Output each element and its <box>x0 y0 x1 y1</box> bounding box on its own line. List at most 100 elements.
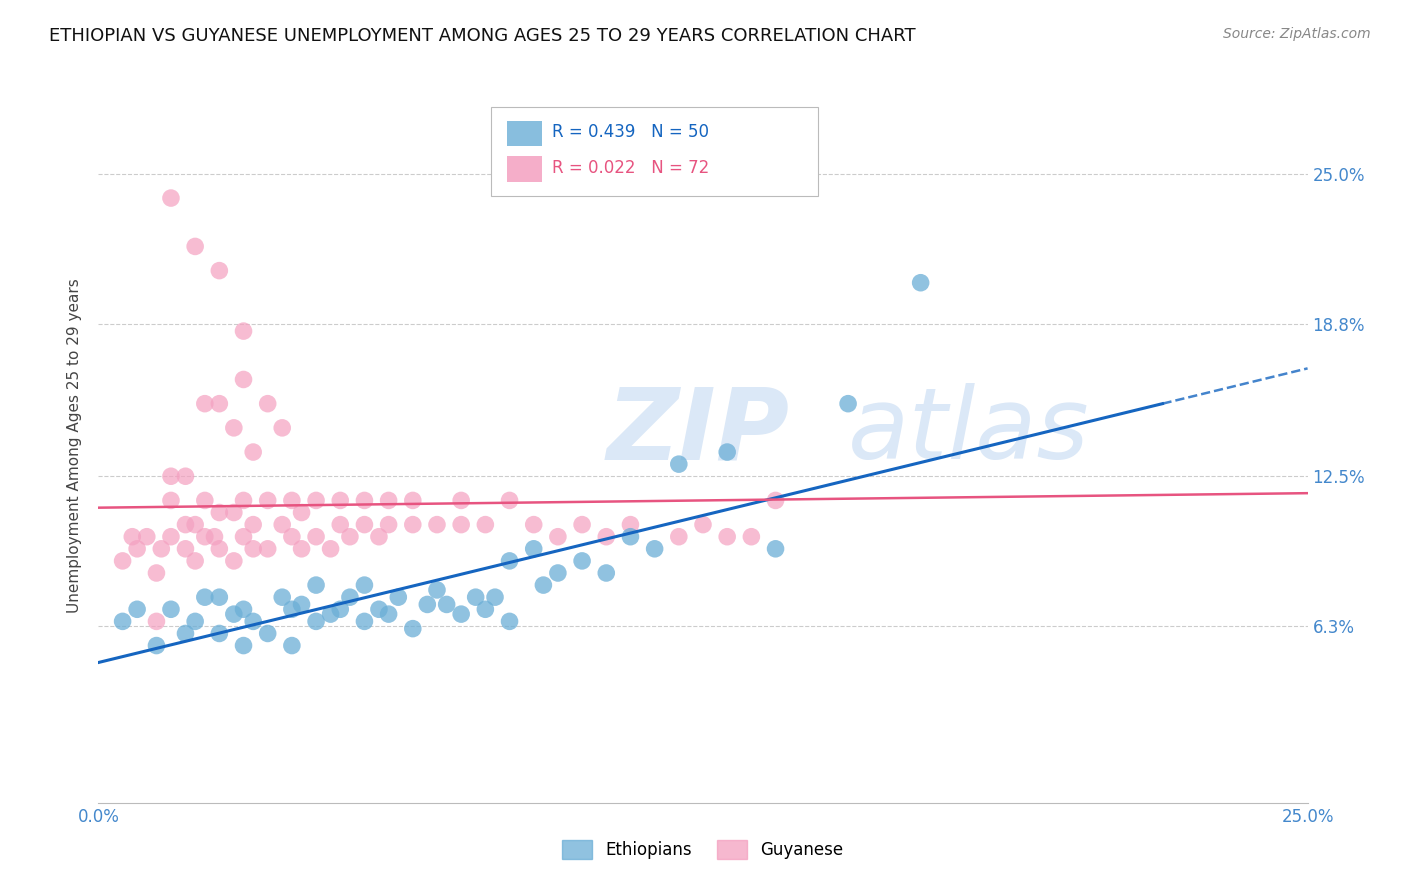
Point <box>716 445 738 459</box>
Point <box>242 445 264 459</box>
FancyBboxPatch shape <box>508 156 543 182</box>
Point <box>145 566 167 580</box>
Point <box>716 530 738 544</box>
Point <box>498 554 520 568</box>
Point <box>329 517 352 532</box>
Point <box>242 615 264 629</box>
Point <box>498 493 520 508</box>
Point <box>426 517 449 532</box>
Point <box>174 626 197 640</box>
Point <box>668 457 690 471</box>
Point <box>184 517 207 532</box>
Text: R = 0.022   N = 72: R = 0.022 N = 72 <box>553 159 709 177</box>
Point <box>160 469 183 483</box>
Point <box>547 566 569 580</box>
Point <box>232 372 254 386</box>
Point <box>484 590 506 604</box>
Point <box>290 506 312 520</box>
Point <box>387 590 409 604</box>
Text: atlas: atlas <box>848 384 1090 480</box>
Point <box>740 530 762 544</box>
Point <box>232 493 254 508</box>
Point <box>319 541 342 556</box>
Point <box>910 276 932 290</box>
Point <box>416 598 439 612</box>
Point <box>571 517 593 532</box>
Point <box>160 602 183 616</box>
Point <box>222 607 245 621</box>
Point <box>319 607 342 621</box>
Point <box>127 541 149 556</box>
Point <box>256 397 278 411</box>
Point <box>281 493 304 508</box>
Point <box>208 397 231 411</box>
Point <box>474 517 496 532</box>
Point <box>644 541 666 556</box>
Point <box>232 602 254 616</box>
Point <box>184 239 207 253</box>
Point <box>474 602 496 616</box>
Point <box>837 397 859 411</box>
Point <box>464 590 486 604</box>
Point <box>232 530 254 544</box>
Text: Source: ZipAtlas.com: Source: ZipAtlas.com <box>1223 27 1371 41</box>
Point <box>111 554 134 568</box>
Legend: Ethiopians, Guyanese: Ethiopians, Guyanese <box>555 834 851 866</box>
Point <box>450 493 472 508</box>
Point <box>184 554 207 568</box>
Point <box>339 530 361 544</box>
Point <box>353 493 375 508</box>
Point <box>271 517 294 532</box>
FancyBboxPatch shape <box>508 120 543 146</box>
Point <box>222 421 245 435</box>
Point <box>402 622 425 636</box>
Point <box>450 607 472 621</box>
Point <box>150 541 173 556</box>
Point <box>329 493 352 508</box>
Point <box>204 530 226 544</box>
Point <box>194 590 217 604</box>
Point <box>232 639 254 653</box>
Point <box>523 541 546 556</box>
Point <box>281 530 304 544</box>
Point <box>194 530 217 544</box>
Point <box>377 517 399 532</box>
Point <box>450 517 472 532</box>
Point <box>281 602 304 616</box>
Point <box>174 517 197 532</box>
Point <box>208 626 231 640</box>
Point <box>353 517 375 532</box>
Point <box>765 541 787 556</box>
Point <box>368 530 391 544</box>
Point <box>222 554 245 568</box>
Point <box>184 615 207 629</box>
Point <box>232 324 254 338</box>
Point <box>668 530 690 544</box>
Text: ZIP: ZIP <box>606 384 789 480</box>
Point <box>208 590 231 604</box>
Point <box>256 541 278 556</box>
Point <box>523 517 546 532</box>
Point <box>242 517 264 532</box>
Point <box>208 541 231 556</box>
Point <box>353 578 375 592</box>
Point <box>256 626 278 640</box>
Point <box>160 191 183 205</box>
Point <box>547 530 569 544</box>
Point <box>692 517 714 532</box>
Point <box>281 639 304 653</box>
Point <box>353 615 375 629</box>
Point <box>271 590 294 604</box>
Point <box>571 554 593 568</box>
Point <box>339 590 361 604</box>
Point <box>531 578 554 592</box>
Point <box>498 615 520 629</box>
Point <box>208 506 231 520</box>
Point <box>127 602 149 616</box>
Point <box>222 506 245 520</box>
Point <box>305 578 328 592</box>
Point <box>595 530 617 544</box>
Point <box>160 493 183 508</box>
FancyBboxPatch shape <box>492 107 818 196</box>
Point <box>377 607 399 621</box>
